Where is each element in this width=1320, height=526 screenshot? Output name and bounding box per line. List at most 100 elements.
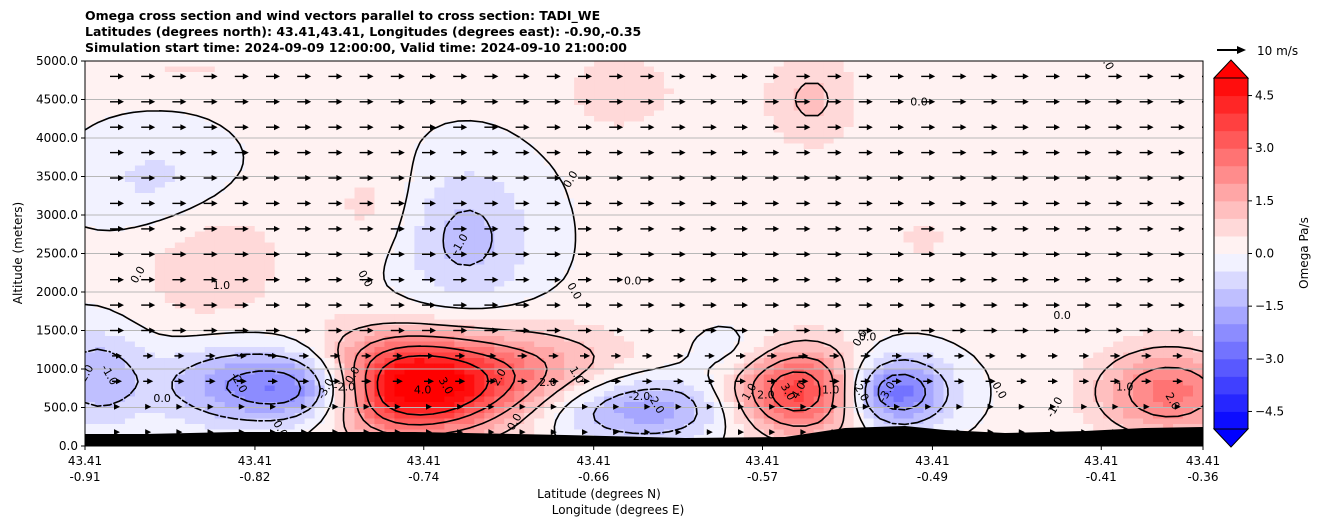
- field-cell: [354, 281, 366, 288]
- field-cell: [793, 193, 805, 200]
- field-cell: [1153, 248, 1164, 255]
- field-cell: [1023, 286, 1034, 293]
- field-cell: [494, 116, 505, 123]
- field-cell: [1133, 127, 1144, 134]
- field-cell: [863, 264, 875, 271]
- field-cell: [683, 209, 695, 216]
- field-cell: [614, 66, 625, 73]
- field-cell: [833, 270, 845, 277]
- field-cell: [374, 209, 386, 216]
- field-cell: [1023, 259, 1034, 266]
- field-cell: [504, 171, 515, 178]
- field-cell: [1173, 110, 1184, 117]
- field-cell: [1073, 171, 1084, 178]
- field-cell: [673, 176, 685, 183]
- field-cell: [604, 193, 615, 200]
- field-cell: [1173, 242, 1184, 249]
- field-cell: [454, 231, 465, 238]
- field-cell: [104, 165, 116, 172]
- field-cell: [1183, 176, 1194, 183]
- field-cell: [594, 154, 605, 161]
- field-cell: [873, 77, 885, 84]
- field-cell: [114, 77, 126, 84]
- field-cell: [1003, 66, 1014, 73]
- field-cell: [254, 77, 266, 84]
- field-cell: [154, 105, 166, 112]
- field-cell: [204, 220, 216, 227]
- field-cell: [574, 143, 585, 150]
- field-cell: [743, 160, 755, 167]
- field-cell: [943, 292, 955, 299]
- field-cell: [164, 237, 176, 244]
- field-cell: [653, 303, 665, 310]
- field-cell: [334, 88, 346, 95]
- field-cell: [224, 176, 236, 183]
- field-cell: [753, 88, 765, 95]
- field-cell: [354, 275, 366, 282]
- field-cell: [1063, 248, 1074, 255]
- field-cell: [94, 121, 106, 128]
- field-cell: [414, 253, 425, 260]
- field-cell: [534, 187, 545, 194]
- field-cell: [604, 110, 615, 117]
- field-cell: [1183, 242, 1194, 249]
- field-cell: [743, 83, 755, 90]
- field-cell: [1093, 143, 1104, 150]
- field-cell: [1043, 105, 1054, 112]
- field-cell: [743, 77, 755, 84]
- field-cell: [644, 132, 655, 139]
- field-cell: [693, 138, 705, 145]
- field-cell: [394, 105, 406, 112]
- field-cell: [1143, 83, 1154, 90]
- field-cell: [983, 176, 994, 183]
- field-cell: [504, 220, 515, 227]
- field-cell: [94, 198, 106, 205]
- field-cell: [1023, 182, 1034, 189]
- field-cell: [663, 110, 675, 117]
- field-cell: [1193, 149, 1203, 156]
- field-cell: [1123, 99, 1134, 106]
- field-cell: [1093, 259, 1104, 266]
- field-cell: [624, 237, 635, 244]
- field-cell: [683, 149, 695, 156]
- field-cell: [504, 253, 515, 260]
- field-cell: [374, 270, 386, 277]
- field-cell: [703, 281, 715, 288]
- field-cell: [863, 292, 875, 299]
- field-cell: [214, 116, 226, 123]
- field-cell: [1133, 270, 1144, 277]
- field-cell: [673, 77, 685, 84]
- field-cell: [993, 286, 1004, 293]
- field-cell: [104, 116, 116, 123]
- field-cell: [284, 297, 296, 304]
- field-cell: [983, 253, 994, 260]
- field-cell: [284, 143, 296, 150]
- field-cell: [294, 132, 306, 139]
- field-cell: [344, 88, 356, 95]
- field-cell: [683, 281, 695, 288]
- field-cell: [474, 83, 485, 90]
- field-cell: [624, 187, 635, 194]
- field-cell: [564, 77, 575, 84]
- field-cell: [244, 242, 256, 249]
- field-cell: [154, 149, 166, 156]
- field-cell: [394, 160, 406, 167]
- field-cell: [474, 215, 485, 222]
- field-cell: [1133, 154, 1144, 161]
- field-cell: [214, 286, 226, 293]
- field-cell: [174, 77, 186, 84]
- field-cell: [444, 303, 455, 310]
- field-cell: [983, 110, 994, 117]
- field-cell: [274, 253, 286, 260]
- field-cell: [274, 165, 286, 172]
- field-cell: [284, 94, 296, 101]
- field-cell: [803, 77, 815, 84]
- field-cell: [753, 204, 765, 211]
- field-cell: [204, 61, 216, 68]
- field-cell: [554, 187, 565, 194]
- field-cell: [374, 264, 386, 271]
- field-cell: [354, 171, 366, 178]
- field-cell: [364, 187, 376, 194]
- field-cell: [1153, 292, 1164, 299]
- field-cell: [644, 204, 655, 211]
